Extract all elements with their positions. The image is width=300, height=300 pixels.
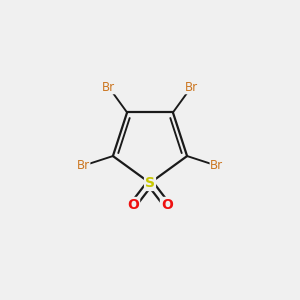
Text: O: O <box>127 198 139 212</box>
Text: O: O <box>161 198 173 212</box>
Text: S: S <box>145 176 155 190</box>
Text: Br: Br <box>102 81 115 94</box>
Text: Br: Br <box>210 159 223 172</box>
Text: Br: Br <box>77 159 90 172</box>
Text: Br: Br <box>185 81 198 94</box>
